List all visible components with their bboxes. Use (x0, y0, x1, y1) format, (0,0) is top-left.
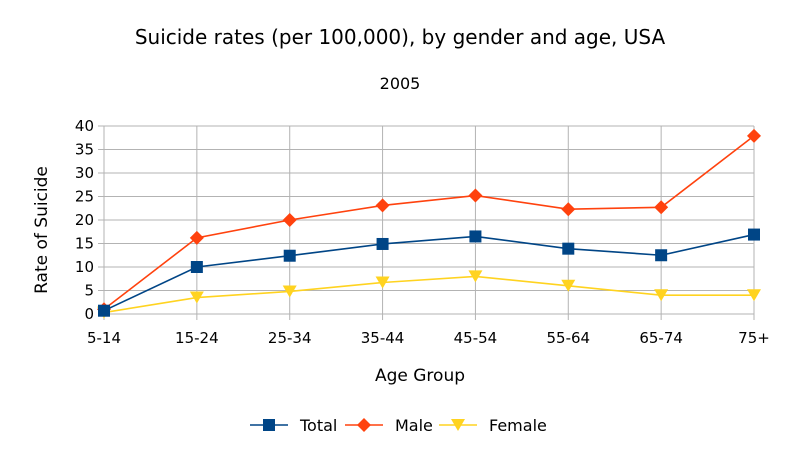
x-tick-label-25-34: 25-34 (268, 329, 312, 347)
x-tick-label-75+: 75+ (738, 329, 770, 347)
point-total-15-24 (190, 261, 203, 273)
point-female-25-34 (282, 285, 297, 298)
chart-title: Suicide rates (per 100,000), by gender a… (135, 25, 666, 49)
x-tick-label-55-64: 55-64 (546, 329, 590, 347)
point-female-75+ (747, 289, 761, 302)
x-tick-label-35-44: 35-44 (361, 329, 405, 347)
x-tick-label-45-54: 45-54 (454, 329, 498, 347)
point-female-65-74 (654, 289, 669, 302)
grid (103, 125, 755, 315)
x-tick-label-15-24: 15-24 (175, 329, 219, 347)
y-tick-label-15: 15 (75, 235, 94, 253)
point-male-75+ (747, 128, 761, 143)
series-line-female (103, 275, 754, 314)
point-male-55-64 (561, 202, 576, 217)
legend-item-female: Female (439, 416, 547, 435)
y-tick-label-40: 40 (75, 117, 94, 135)
y-tick-label-30: 30 (75, 164, 94, 182)
series-line-male (103, 135, 755, 310)
y-tick-label-25: 25 (75, 188, 94, 206)
point-total-5-14 (98, 304, 110, 317)
point-male-35-44 (375, 198, 390, 213)
point-total-35-44 (376, 237, 389, 250)
legend-marker-male (357, 418, 371, 432)
series-female (97, 270, 761, 319)
point-male-25-34 (282, 213, 297, 227)
y-tick-label-5: 5 (84, 282, 94, 300)
x-tick-label-5-14: 5-14 (87, 329, 121, 347)
point-female-45-54 (468, 270, 483, 283)
point-male-15-24 (189, 230, 204, 245)
point-total-75+ (748, 228, 760, 241)
legend-label-total: Total (299, 416, 337, 435)
point-total-65-74 (655, 249, 668, 262)
point-female-35-44 (375, 276, 390, 289)
point-female-55-64 (561, 279, 576, 292)
y-tick-label-0: 0 (84, 305, 94, 323)
legend-item-total: Total (250, 416, 337, 435)
point-total-25-34 (283, 249, 296, 262)
series-layer (97, 128, 761, 319)
y-tick-label-20: 20 (75, 211, 94, 229)
series-line-total (103, 233, 755, 312)
legend-marker-female (451, 419, 465, 431)
x-axis-label: Age Group (375, 366, 465, 386)
axes: 0 5 10 15 20 25 30 35 40 5-14 15-24 25-34 35-44 45-54… (75, 117, 770, 347)
x-tick-label-65-74: 65-74 (639, 329, 683, 347)
legend-label-male: Male (395, 416, 433, 435)
y-axis-label: Rate of Suicide (32, 166, 52, 294)
point-total-45-54 (469, 230, 482, 243)
legend: Total Male Female (250, 416, 547, 435)
point-female-15-24 (189, 291, 204, 304)
legend-marker-total (263, 419, 275, 431)
y-tick-label-35: 35 (75, 141, 94, 159)
point-male-65-74 (654, 200, 669, 215)
point-male-45-54 (468, 188, 483, 203)
series-total (98, 228, 760, 317)
point-total-55-64 (562, 242, 575, 255)
legend-item-male: Male (345, 416, 433, 435)
chart-subtitle: 2005 (380, 74, 421, 93)
y-tick-label-10: 10 (75, 258, 94, 276)
legend-label-female: Female (489, 416, 547, 435)
